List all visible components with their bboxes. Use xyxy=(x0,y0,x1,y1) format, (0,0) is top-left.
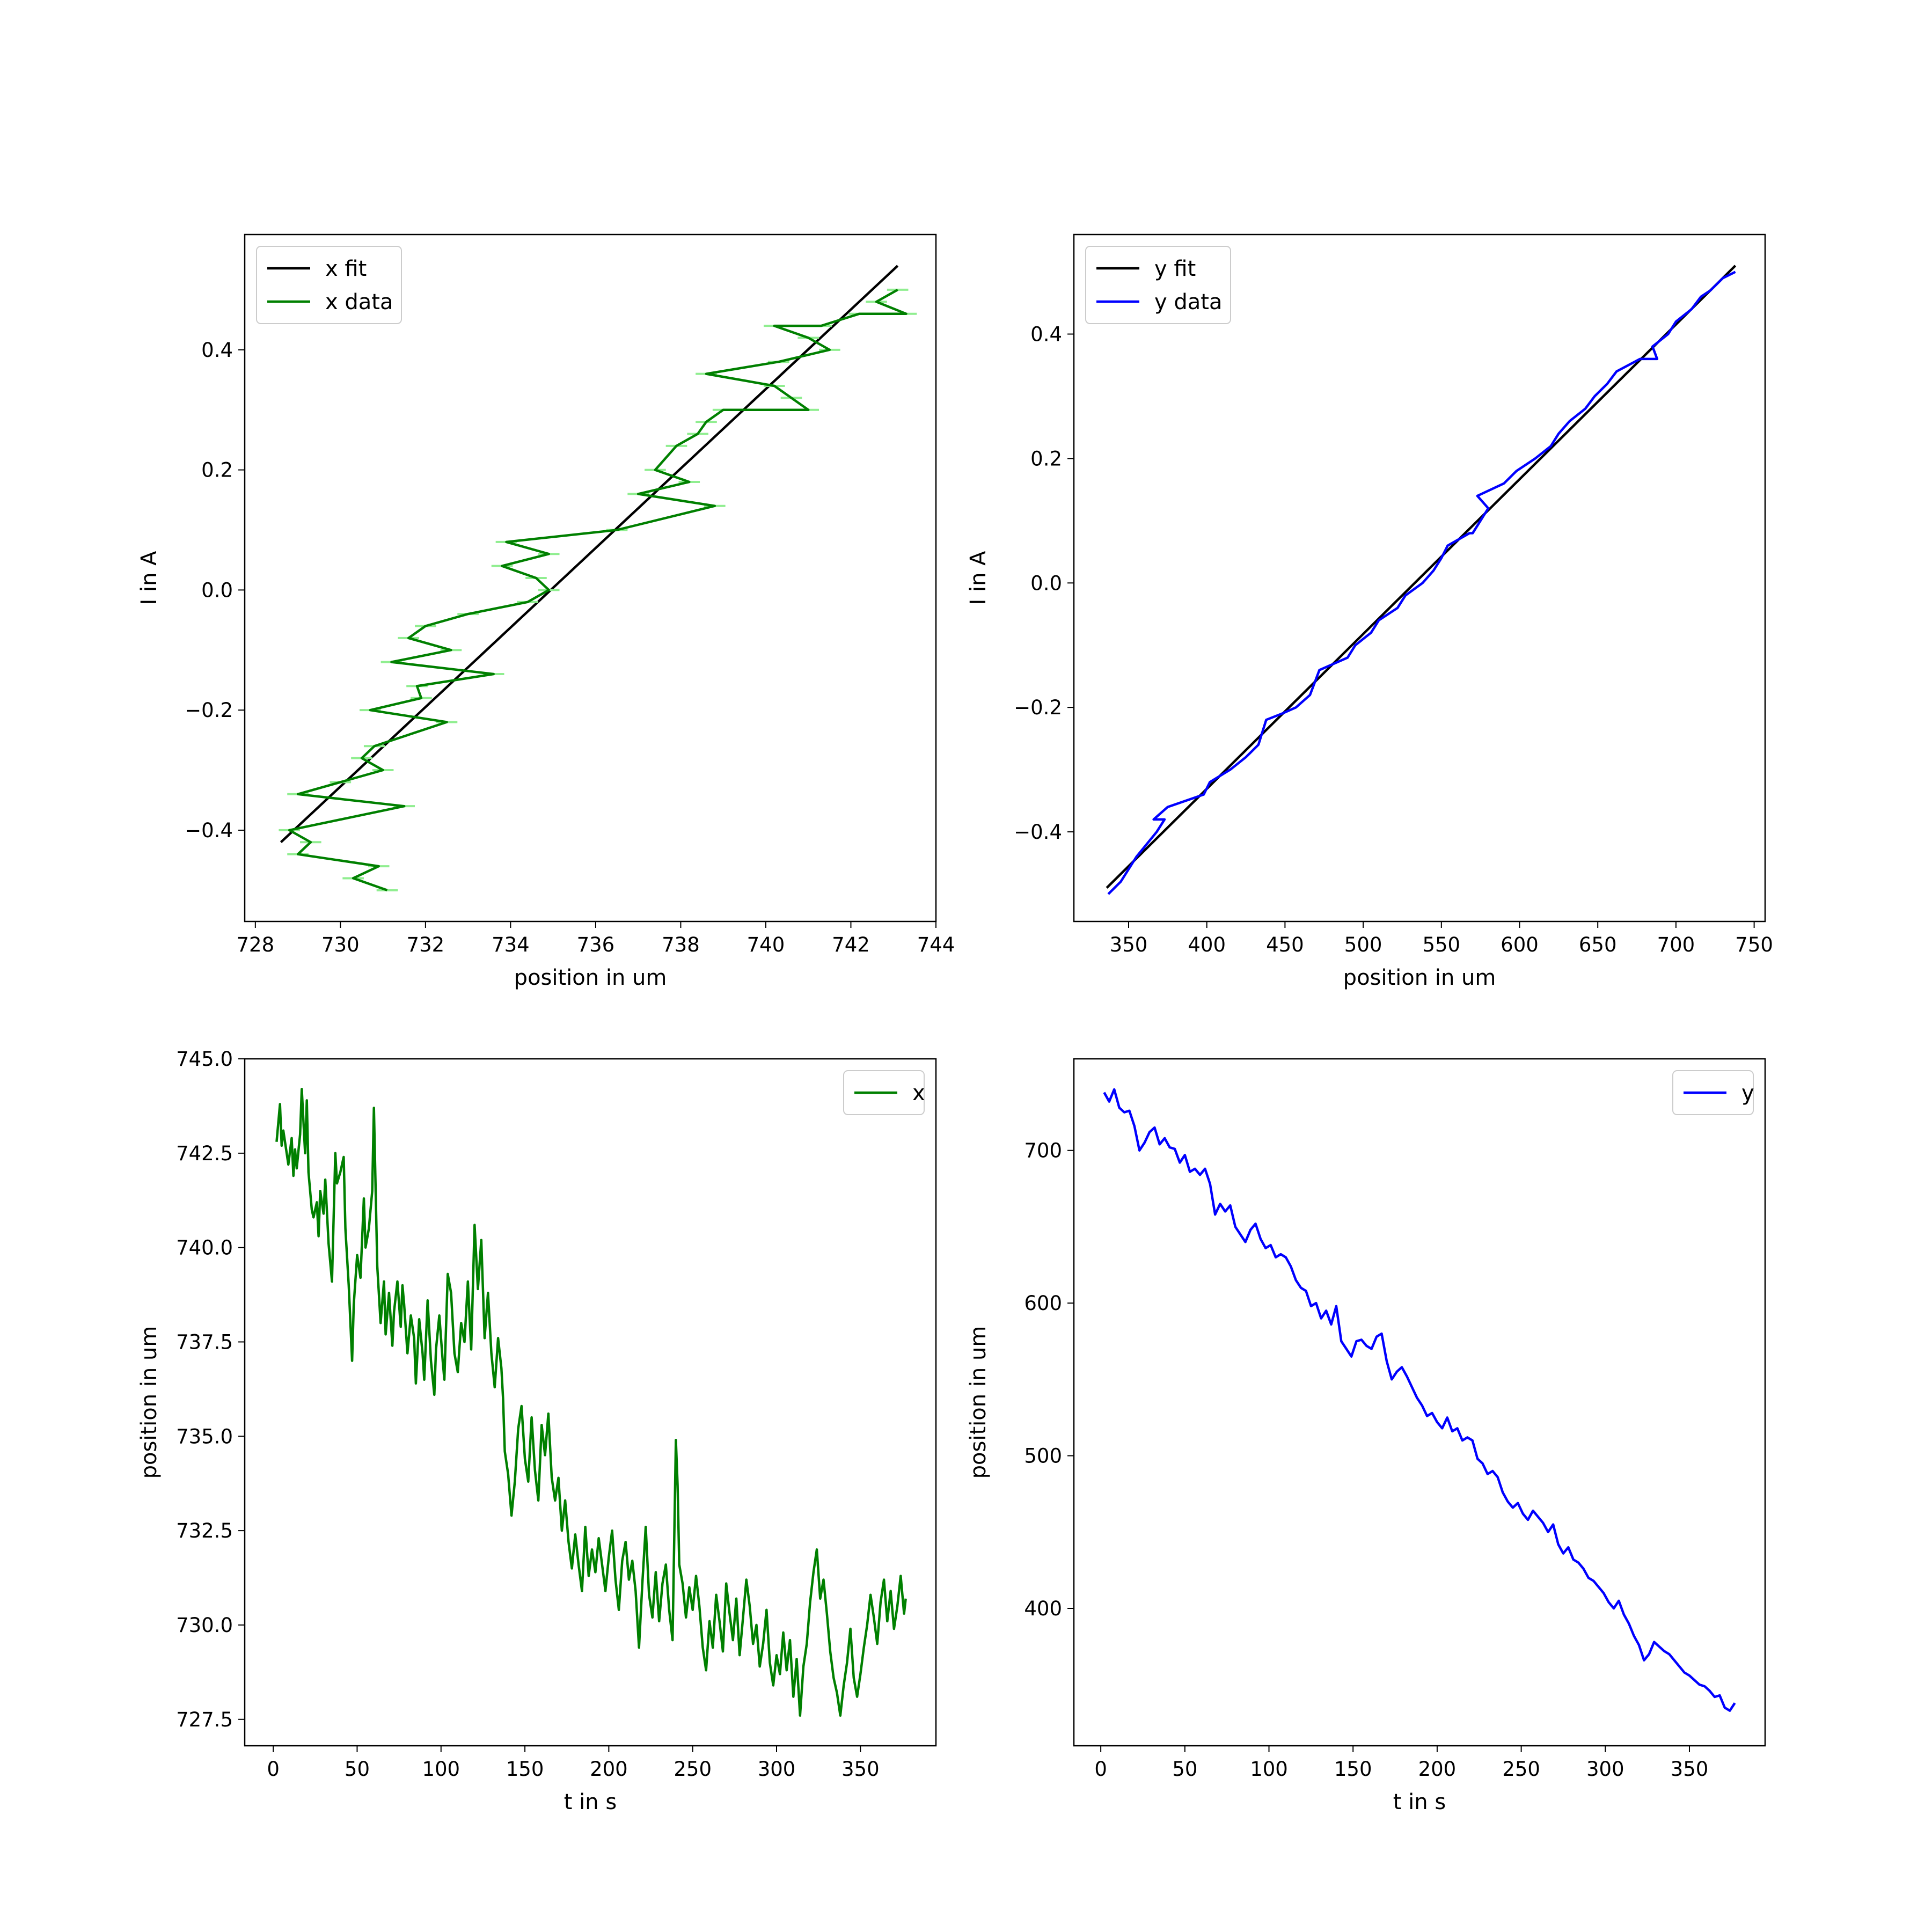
x-tick-label: 50 xyxy=(1172,1758,1197,1781)
legend-box xyxy=(256,246,402,324)
x-tick-label: 730 xyxy=(321,933,360,956)
y-tick-label: 0.2 xyxy=(1030,447,1062,470)
x-tick-label: 736 xyxy=(577,933,615,956)
x-position-plot: 0 50 100 150 200 250 300 350 727.5 730.0 732.5 735.… xyxy=(137,1048,937,1814)
x-tick-label: 400 xyxy=(1188,933,1226,956)
y-axis-label: I in A xyxy=(137,551,162,605)
x-tick-label: 300 xyxy=(1586,1758,1624,1781)
plot-area xyxy=(275,1088,907,1717)
series-y-fit-line xyxy=(1106,265,1737,889)
y-tick-label: 730.0 xyxy=(176,1614,233,1637)
series-x-data-line xyxy=(288,288,908,891)
x-tick-label: 200 xyxy=(590,1758,628,1781)
y-axis-label: position in um xyxy=(966,1326,991,1479)
x-tick-label: 740 xyxy=(747,933,785,956)
y-tick-label: 0.2 xyxy=(201,459,233,482)
x-tick-label: 734 xyxy=(492,933,530,956)
legend: y fit y data xyxy=(1085,246,1231,324)
series-y-data-line xyxy=(1107,270,1736,895)
x-tick-label: 150 xyxy=(1334,1758,1372,1781)
x-axis-label: t in s xyxy=(564,1790,617,1814)
x-axis-label: position in um xyxy=(514,965,667,990)
x-tick-label: 350 xyxy=(1110,933,1148,956)
x-tick-label: 450 xyxy=(1266,933,1304,956)
series-x-fit-line xyxy=(280,265,899,843)
y-tick-label: 745.0 xyxy=(176,1048,233,1071)
y-axis-label: I in A xyxy=(966,551,991,605)
legend-label: y fit xyxy=(1154,257,1196,281)
x-tick-label: 300 xyxy=(758,1758,796,1781)
plot-area xyxy=(1106,265,1737,895)
y-tick-label: 0.4 xyxy=(1030,323,1062,346)
y-tick-label: 727.5 xyxy=(176,1708,233,1731)
axes-frame xyxy=(244,233,937,923)
y-tick-label: −0.4 xyxy=(185,819,233,842)
legend-label: x fit xyxy=(325,257,367,281)
plot-area xyxy=(279,265,917,891)
legend-label: x data xyxy=(325,290,393,314)
legend: x xyxy=(843,1070,925,1115)
y-tick-label: 735.0 xyxy=(176,1425,233,1448)
y-tick-label: −0.4 xyxy=(1014,821,1062,844)
x-tick-label: 550 xyxy=(1422,933,1460,956)
x-tick-label: 350 xyxy=(1671,1758,1709,1781)
axes-frame xyxy=(1073,233,1766,923)
legend-box xyxy=(1085,246,1231,324)
plot-area xyxy=(1103,1088,1736,1712)
x-tick-label: 732 xyxy=(407,933,445,956)
legend-label: y xyxy=(1741,1081,1754,1106)
y-current-plot: 350 400 450 500 550 600 650 700 750 −0.4 −0.2 0.0 0.… xyxy=(966,233,1773,990)
x-tick-label: 700 xyxy=(1657,933,1695,956)
y-tick-label: 0.0 xyxy=(1030,572,1062,595)
x-tick-label: 728 xyxy=(237,933,275,956)
x-tick-label: 744 xyxy=(917,933,955,956)
legend: y xyxy=(1672,1070,1754,1115)
y-tick-label: 400 xyxy=(1024,1597,1062,1620)
y-tick-label: 0.4 xyxy=(201,339,233,362)
legend-label: x xyxy=(912,1081,925,1106)
x-tick-label: 100 xyxy=(422,1758,460,1781)
x-tick-label: 200 xyxy=(1418,1758,1457,1781)
y-tick-label: 700 xyxy=(1024,1139,1062,1162)
y-tick-label: −0.2 xyxy=(185,699,233,722)
x-tick-label: 250 xyxy=(1502,1758,1540,1781)
axes-frame xyxy=(1073,1058,1766,1747)
x-tick-label: 0 xyxy=(1094,1758,1107,1781)
axes-frame xyxy=(244,1058,937,1747)
y-tick-label: 600 xyxy=(1024,1292,1062,1315)
x-tick-label: 600 xyxy=(1501,933,1539,956)
y-tick-label: 732.5 xyxy=(176,1519,233,1542)
legend-label: y data xyxy=(1154,290,1222,314)
x-axis-label: t in s xyxy=(1393,1790,1446,1814)
x-tick-label: 650 xyxy=(1579,933,1617,956)
x-tick-label: 350 xyxy=(841,1758,880,1781)
y-tick-label: 740.0 xyxy=(176,1236,233,1260)
legend: x fit x data xyxy=(256,246,402,324)
x-tick-label: 250 xyxy=(674,1758,712,1781)
y-tick-label: 737.5 xyxy=(176,1330,233,1353)
y-tick-label: 0.0 xyxy=(201,579,233,602)
x-tick-label: 150 xyxy=(506,1758,544,1781)
series-y-line xyxy=(1103,1088,1736,1712)
y-tick-label: 742.5 xyxy=(176,1142,233,1165)
x-current-plot: 728 730 732 734 736 738 740 742 744 −0.4 −0.2 0.0 0.… xyxy=(137,233,955,990)
x-tick-label: 100 xyxy=(1250,1758,1288,1781)
y-tick-label: 500 xyxy=(1024,1445,1062,1468)
x-axis-label: position in um xyxy=(1343,965,1496,990)
x-tick-label: 750 xyxy=(1735,933,1773,956)
y-position-plot: 0 50 100 150 200 250 300 350 400 500 600 700 t in s p… xyxy=(966,1058,1766,1814)
x-tick-label: 50 xyxy=(345,1758,370,1781)
y-axis-label: position in um xyxy=(137,1326,162,1479)
x-tick-label: 500 xyxy=(1344,933,1382,956)
x-tick-label: 0 xyxy=(267,1758,280,1781)
y-tick-label: −0.2 xyxy=(1014,696,1062,719)
x-tick-label: 742 xyxy=(832,933,870,956)
x-tick-label: 738 xyxy=(662,933,700,956)
series-x-line xyxy=(275,1088,907,1717)
